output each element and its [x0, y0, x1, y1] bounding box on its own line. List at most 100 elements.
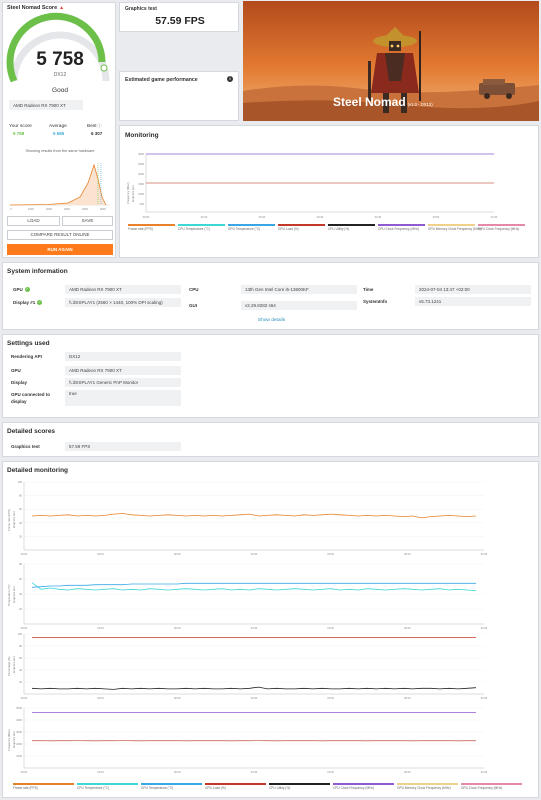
legend-item[interactable]: CPU Clock Frequency (MHz): [333, 783, 394, 790]
x-tick-label: 01:00: [481, 770, 488, 774]
time-value: 2024-07-04 13:47 +02:00: [415, 285, 531, 294]
legend-swatch: [178, 224, 225, 226]
your-score-value: 5 758: [13, 131, 25, 136]
x-tick-label: 01:00: [481, 552, 488, 556]
hero-image: [243, 1, 539, 121]
y-tick-label: 4000: [16, 718, 22, 722]
y-tick-label: 80: [19, 644, 22, 648]
legend-item[interactable]: GPU Temperature (°C): [141, 783, 202, 790]
svg-text:5000: 5000: [100, 207, 106, 211]
compare-online-button[interactable]: COMPARE RESULT ONLINE: [7, 230, 113, 240]
chart2-panel: 80 60 40 20 00:00 00:10 00:20 00:30 00:40 00:50 01…: [19, 562, 488, 630]
monitoring-xticks: 00:00 00:10 00:20 00:30 00:40 00:50 01:00: [143, 215, 498, 219]
legend-item[interactable]: GPU Clock Frequency (MHz): [478, 224, 525, 231]
best-value: 6 307: [91, 131, 103, 136]
x-tick-label: 00:20: [174, 770, 181, 774]
monitoring-y-label: Frequency (MHz): [126, 182, 130, 204]
y-tick-label: 80: [19, 494, 22, 498]
legend-item[interactable]: GPU Memory Clock Frequency (MHz): [428, 224, 482, 231]
series-line: [31, 686, 477, 690]
x-tick-label: 00:20: [174, 626, 181, 630]
legend-swatch: [228, 224, 275, 226]
legend-label: GPU Temperature (°C): [141, 786, 174, 790]
average-label: Average: [49, 124, 67, 129]
legend-item[interactable]: CPU Clock Frequency (MHz): [378, 224, 425, 231]
legend-item[interactable]: CPU Utility (%): [269, 783, 330, 790]
x-tick-label: 00:10: [97, 696, 104, 700]
chart1-y-label: Frame rate (FPS): [7, 509, 11, 531]
monitoring-yticks: 3000 2500 2000 1500 1000 500: [138, 152, 144, 206]
x-tick-label: 01:00: [481, 696, 488, 700]
x-tick-label: 01:00: [481, 626, 488, 630]
legend-label: CPU Temperature (°C): [77, 786, 110, 790]
gauge-marker-icon: [100, 64, 108, 72]
legend-label: Frame rate (FPS): [128, 227, 153, 231]
score-value: 5 758: [36, 49, 84, 70]
y-tick-label: 1000: [138, 192, 144, 196]
best-info-icon[interactable]: ⓘ: [97, 123, 102, 128]
save-button[interactable]: SAVE: [62, 216, 113, 226]
chart3-y-label: Percentage (%): [7, 656, 11, 676]
legend-item[interactable]: GPU Clock Frequency (MHz): [461, 783, 522, 790]
run-again-button[interactable]: RUN AGAIN: [7, 244, 113, 255]
setting-label-gpu-connected: GPU connected to display: [11, 392, 51, 404]
legend-label: GPU Load (%): [278, 227, 299, 231]
detailed-scores-card: Detailed scores Graphics test 57.59 FPS: [2, 422, 539, 457]
legend-swatch: [428, 224, 475, 226]
chart1-panel: 100 80 60 40 20 00:00 00:10 00:20 00:30 00:40 00:5…: [18, 480, 488, 556]
legend-item[interactable]: CPU Temperature (°C): [77, 783, 138, 790]
legend-swatch: [13, 783, 74, 785]
best-label: Best: [87, 123, 97, 129]
legend-item[interactable]: CPU Utility (%): [328, 224, 375, 231]
y-tick-label: 2000: [138, 172, 144, 176]
x-tick-label: 00:50: [404, 552, 411, 556]
svg-text:2000: 2000: [46, 207, 52, 211]
y-tick-label: 40: [19, 521, 22, 525]
chart4-panel: 5000 4000 3000 2000 1000 00:00 00:10 00:20 00:30…: [16, 706, 488, 774]
score-title: Steel Nomad Score: [7, 5, 58, 11]
monitoring-card: Monitoring Frequency (MHz) Graphics test…: [119, 125, 539, 258]
show-details-link[interactable]: Show details: [257, 318, 286, 323]
chart2-y-label: Temperature (°C): [7, 584, 11, 606]
x-tick-label: 00:10: [201, 215, 208, 219]
sysinfo-value: v5.73.1241: [415, 297, 531, 306]
x-tick-label: 00:40: [327, 552, 334, 556]
legend-item[interactable]: CPU Temperature (°C): [178, 224, 225, 231]
estimated-performance-card: Estimated game performance i: [119, 71, 239, 121]
legend-swatch: [461, 783, 522, 785]
legend-item[interactable]: Frame rate (FPS): [13, 783, 74, 790]
display-check-icon: ✓: [37, 300, 43, 305]
legend-item[interactable]: GPU Load (%): [278, 224, 325, 231]
setting-value-gpu-connected: true: [65, 390, 181, 406]
chart1-y-sub: Graphics test: [12, 511, 16, 528]
y-tick-label: 500: [140, 202, 145, 206]
legend-item[interactable]: GPU Temperature (°C): [228, 224, 275, 231]
sysinfo-label: SystemInfo: [363, 299, 388, 304]
chart2-y-sub: Graphics test: [12, 586, 16, 603]
y-tick-label: 80: [19, 562, 22, 566]
distribution-chart: 0 1000 2000 3000 4000 5000: [9, 163, 110, 211]
legend-item[interactable]: GPU Load (%): [205, 783, 266, 790]
load-button[interactable]: LOAD: [7, 216, 60, 226]
system-info-title: System information: [7, 268, 68, 275]
chart4-y-sub: Graphics test: [12, 731, 16, 748]
x-tick-label: 01:00: [491, 215, 498, 219]
setting-label-api: Rendering API: [11, 354, 42, 359]
gpu-label: GPU: [13, 287, 23, 292]
display-value: \\.\DISPLAY1 (2560 × 1440, 100% DPI scal…: [65, 298, 181, 307]
legend-item[interactable]: GPU Memory Clock Frequency (MHz): [397, 783, 458, 790]
x-tick-label: 00:40: [327, 696, 334, 700]
legend-item[interactable]: Frame rate (FPS): [128, 224, 175, 231]
hero-title: Steel Nomad: [333, 95, 406, 109]
chart3-panel: 100 80 60 40 20 00:00 00:10 00:20 00:30 00:40 00:5…: [18, 632, 488, 700]
graphics-test-card: Graphics test 57.59 FPS: [119, 2, 239, 32]
y-tick-label: 20: [19, 680, 22, 684]
x-tick-label: 00:30: [317, 215, 324, 219]
y-tick-label: 20: [19, 607, 22, 611]
y-tick-label: 100: [18, 480, 23, 484]
info-icon[interactable]: i: [227, 76, 233, 82]
series-line: [31, 513, 477, 519]
estimated-label: Estimated game performance: [125, 77, 198, 83]
legend-label: GPU Memory Clock Frequency (MHz): [428, 227, 482, 231]
score-gpu: AMD Radeon RX 7900 XT: [9, 100, 83, 110]
